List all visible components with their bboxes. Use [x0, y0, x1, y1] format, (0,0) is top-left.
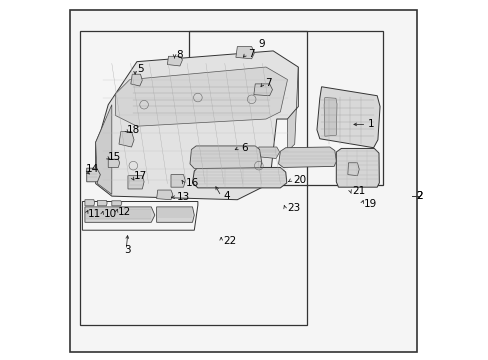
- Bar: [188, 31, 382, 185]
- Polygon shape: [131, 74, 142, 86]
- Text: 7: 7: [247, 49, 254, 59]
- Text: 10: 10: [104, 210, 117, 220]
- Polygon shape: [336, 148, 379, 187]
- Polygon shape: [156, 190, 172, 200]
- Polygon shape: [128, 176, 144, 189]
- Text: 20: 20: [292, 175, 305, 185]
- Polygon shape: [112, 201, 122, 206]
- Text: 15: 15: [107, 152, 121, 162]
- Polygon shape: [119, 132, 134, 147]
- Text: 2: 2: [416, 191, 423, 201]
- Text: 6: 6: [241, 143, 247, 153]
- Polygon shape: [227, 147, 241, 157]
- Polygon shape: [96, 51, 298, 200]
- Text: 21: 21: [351, 186, 365, 196]
- Polygon shape: [85, 207, 155, 222]
- Text: 7: 7: [265, 78, 271, 88]
- Text: 1: 1: [367, 120, 374, 129]
- Text: 5: 5: [137, 64, 143, 74]
- Text: 12: 12: [118, 207, 131, 217]
- Text: 23: 23: [286, 203, 300, 213]
- Polygon shape: [278, 147, 336, 167]
- Text: 18: 18: [127, 125, 140, 135]
- Polygon shape: [96, 105, 112, 194]
- Polygon shape: [190, 146, 261, 168]
- Polygon shape: [287, 67, 298, 151]
- Bar: [80, 31, 306, 325]
- Text: 19: 19: [363, 199, 376, 210]
- Text: 11: 11: [88, 210, 101, 220]
- Polygon shape: [253, 84, 272, 96]
- Text: 16: 16: [185, 178, 198, 188]
- Polygon shape: [171, 175, 185, 187]
- Text: 2: 2: [416, 191, 423, 201]
- Text: 9: 9: [258, 39, 265, 49]
- Polygon shape: [115, 67, 287, 126]
- Polygon shape: [167, 56, 182, 66]
- Polygon shape: [258, 147, 279, 158]
- Polygon shape: [85, 200, 94, 206]
- Polygon shape: [86, 168, 100, 182]
- Text: 13: 13: [176, 192, 189, 202]
- Polygon shape: [347, 163, 359, 176]
- Text: 22: 22: [223, 236, 236, 246]
- Polygon shape: [316, 87, 379, 148]
- Text: 3: 3: [124, 245, 131, 255]
- Polygon shape: [108, 159, 120, 167]
- Text: 17: 17: [133, 171, 146, 181]
- Polygon shape: [324, 98, 336, 136]
- Polygon shape: [156, 207, 194, 222]
- Polygon shape: [192, 167, 286, 188]
- Polygon shape: [235, 46, 254, 59]
- Text: 8: 8: [176, 50, 183, 60]
- Text: 4: 4: [223, 191, 229, 201]
- Text: 14: 14: [86, 164, 99, 174]
- Polygon shape: [97, 201, 107, 206]
